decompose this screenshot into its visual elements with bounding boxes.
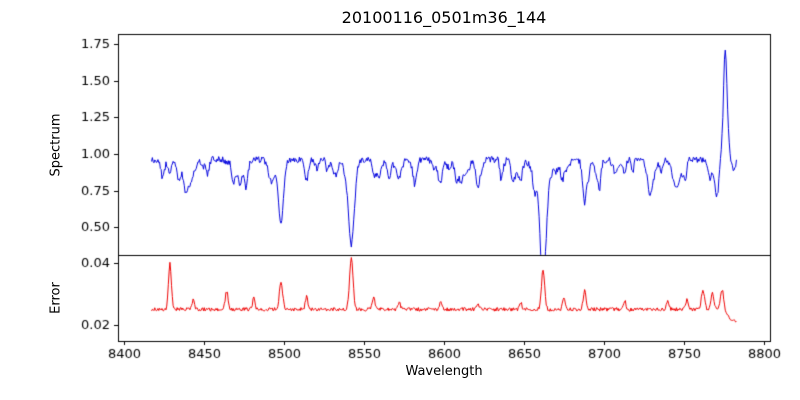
chart-title: 20100116_0501m36_144 xyxy=(341,8,547,27)
y-axis-label-error: Error xyxy=(48,282,64,314)
x-axis-label: Wavelength xyxy=(405,364,483,379)
y-axis-label-spectrum: Spectrum xyxy=(48,113,64,177)
